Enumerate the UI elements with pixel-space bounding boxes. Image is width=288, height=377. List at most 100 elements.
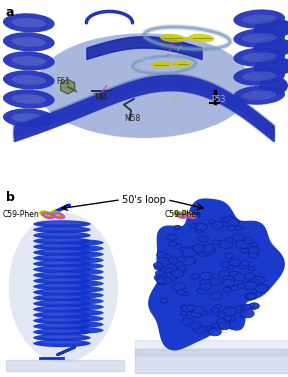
Ellipse shape bbox=[33, 277, 91, 285]
Ellipse shape bbox=[241, 248, 249, 253]
Ellipse shape bbox=[196, 224, 208, 231]
Ellipse shape bbox=[213, 305, 221, 310]
Ellipse shape bbox=[3, 13, 55, 32]
Ellipse shape bbox=[245, 293, 257, 300]
Polygon shape bbox=[149, 199, 284, 350]
Ellipse shape bbox=[60, 257, 104, 264]
Text: F61: F61 bbox=[56, 77, 70, 86]
Ellipse shape bbox=[33, 305, 91, 313]
Ellipse shape bbox=[33, 300, 91, 307]
Ellipse shape bbox=[255, 285, 268, 293]
Text: C59-Phen: C59-Phen bbox=[164, 210, 201, 219]
Ellipse shape bbox=[228, 226, 236, 231]
Ellipse shape bbox=[12, 75, 46, 85]
Ellipse shape bbox=[42, 238, 82, 241]
Ellipse shape bbox=[210, 278, 221, 285]
Ellipse shape bbox=[181, 311, 188, 316]
Ellipse shape bbox=[33, 317, 91, 324]
Text: b: b bbox=[6, 191, 15, 204]
Ellipse shape bbox=[198, 236, 209, 242]
Ellipse shape bbox=[212, 240, 220, 245]
Ellipse shape bbox=[174, 225, 181, 230]
Ellipse shape bbox=[42, 284, 82, 287]
Ellipse shape bbox=[33, 231, 91, 239]
Ellipse shape bbox=[225, 253, 234, 259]
Ellipse shape bbox=[157, 251, 167, 258]
Ellipse shape bbox=[60, 263, 104, 269]
Ellipse shape bbox=[182, 248, 197, 257]
Ellipse shape bbox=[42, 313, 82, 315]
Ellipse shape bbox=[191, 274, 200, 279]
Ellipse shape bbox=[42, 233, 82, 236]
Ellipse shape bbox=[60, 268, 104, 275]
Ellipse shape bbox=[226, 316, 236, 322]
Ellipse shape bbox=[244, 282, 255, 289]
Ellipse shape bbox=[60, 321, 104, 328]
Ellipse shape bbox=[42, 261, 82, 264]
Ellipse shape bbox=[42, 335, 82, 338]
Ellipse shape bbox=[234, 274, 245, 281]
Ellipse shape bbox=[3, 32, 55, 52]
Ellipse shape bbox=[209, 328, 221, 336]
Ellipse shape bbox=[33, 266, 91, 273]
Ellipse shape bbox=[204, 326, 212, 331]
Ellipse shape bbox=[242, 14, 276, 24]
Ellipse shape bbox=[42, 221, 82, 224]
Ellipse shape bbox=[33, 311, 91, 319]
Ellipse shape bbox=[60, 286, 104, 293]
Ellipse shape bbox=[12, 56, 46, 66]
Ellipse shape bbox=[12, 113, 46, 123]
Ellipse shape bbox=[253, 19, 288, 38]
Ellipse shape bbox=[42, 307, 82, 310]
Ellipse shape bbox=[33, 237, 91, 245]
Ellipse shape bbox=[240, 313, 247, 317]
Ellipse shape bbox=[221, 261, 230, 267]
Ellipse shape bbox=[222, 220, 234, 227]
Ellipse shape bbox=[223, 279, 235, 287]
Ellipse shape bbox=[230, 286, 239, 291]
Ellipse shape bbox=[171, 60, 192, 67]
Ellipse shape bbox=[42, 273, 82, 276]
Text: M58: M58 bbox=[124, 113, 141, 123]
Ellipse shape bbox=[230, 271, 239, 277]
Ellipse shape bbox=[42, 290, 82, 293]
Text: A62: A62 bbox=[137, 53, 151, 61]
Ellipse shape bbox=[200, 279, 213, 287]
Ellipse shape bbox=[3, 109, 55, 128]
Ellipse shape bbox=[220, 218, 231, 224]
Ellipse shape bbox=[202, 245, 215, 252]
Ellipse shape bbox=[180, 305, 187, 309]
Ellipse shape bbox=[196, 228, 203, 233]
Ellipse shape bbox=[180, 247, 190, 253]
Ellipse shape bbox=[233, 48, 285, 67]
Ellipse shape bbox=[194, 223, 206, 231]
Ellipse shape bbox=[33, 271, 91, 279]
Ellipse shape bbox=[242, 33, 276, 43]
Ellipse shape bbox=[42, 227, 82, 230]
Ellipse shape bbox=[42, 250, 82, 253]
Ellipse shape bbox=[243, 304, 252, 310]
Ellipse shape bbox=[33, 288, 91, 296]
Ellipse shape bbox=[60, 245, 104, 252]
Ellipse shape bbox=[247, 279, 260, 287]
Ellipse shape bbox=[60, 280, 104, 287]
Ellipse shape bbox=[60, 251, 104, 257]
Ellipse shape bbox=[244, 282, 257, 290]
Ellipse shape bbox=[33, 220, 91, 228]
Ellipse shape bbox=[186, 305, 196, 311]
Ellipse shape bbox=[249, 305, 256, 309]
Text: T44: T44 bbox=[94, 93, 108, 101]
Ellipse shape bbox=[33, 328, 91, 336]
Ellipse shape bbox=[198, 250, 209, 257]
Ellipse shape bbox=[229, 259, 240, 266]
Ellipse shape bbox=[42, 256, 82, 259]
Ellipse shape bbox=[156, 270, 164, 276]
Ellipse shape bbox=[12, 37, 46, 47]
Ellipse shape bbox=[198, 310, 207, 316]
Ellipse shape bbox=[60, 327, 104, 334]
Ellipse shape bbox=[60, 304, 104, 310]
Ellipse shape bbox=[177, 267, 186, 272]
Ellipse shape bbox=[233, 29, 285, 48]
Ellipse shape bbox=[173, 283, 185, 291]
Ellipse shape bbox=[223, 287, 231, 292]
